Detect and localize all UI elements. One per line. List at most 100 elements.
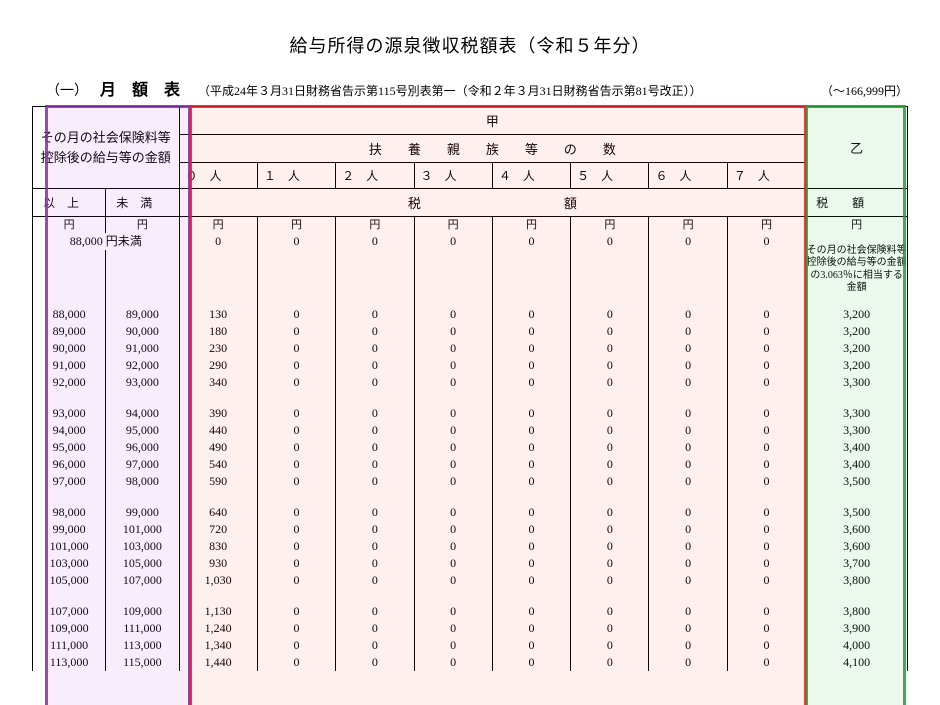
cell: 0 bbox=[257, 422, 335, 439]
cell: 0 bbox=[649, 473, 727, 490]
cell: 0 bbox=[336, 572, 414, 589]
cell: 0 bbox=[257, 538, 335, 555]
unit-yen: 円 bbox=[727, 217, 805, 234]
cell: 0 bbox=[571, 456, 649, 473]
cell: 0 bbox=[336, 603, 414, 620]
head-range: その月の社会保険料等控除後の給与等の金額 bbox=[33, 107, 180, 189]
cell: 1,440 bbox=[179, 654, 257, 671]
cell: 0 bbox=[727, 340, 805, 357]
cell: 0 bbox=[727, 405, 805, 422]
cell: 0 bbox=[336, 538, 414, 555]
cell: 590 bbox=[179, 473, 257, 490]
cell: 3,200 bbox=[806, 357, 908, 374]
table-row: 107,000109,0001,13000000003,800 bbox=[33, 603, 908, 620]
cell: 97,000 bbox=[33, 473, 106, 490]
cell: 0 bbox=[336, 654, 414, 671]
cell: 0 bbox=[649, 603, 727, 620]
cell: 107,000 bbox=[106, 572, 179, 589]
table-row: 92,00093,00034000000003,300 bbox=[33, 374, 908, 391]
section-number: （一） bbox=[46, 80, 88, 100]
cell: 0 bbox=[414, 323, 492, 340]
cell: 103,000 bbox=[33, 555, 106, 572]
head-people-1: １ 人 bbox=[257, 163, 335, 189]
table-row: 97,00098,00059000000003,500 bbox=[33, 473, 908, 490]
cell: 0 bbox=[649, 572, 727, 589]
head-otsu: 乙 bbox=[806, 107, 908, 189]
cell: 3,700 bbox=[806, 555, 908, 572]
cell: 0 bbox=[571, 620, 649, 637]
cell: 0 bbox=[257, 374, 335, 391]
cell: 0 bbox=[649, 439, 727, 456]
table-row: 88,00089,00013000000003,200 bbox=[33, 306, 908, 323]
cell: 0 bbox=[336, 521, 414, 538]
cell: 0 bbox=[492, 538, 570, 555]
cell: 3,200 bbox=[806, 340, 908, 357]
cell: 0 bbox=[571, 555, 649, 572]
cell: 0 bbox=[649, 555, 727, 572]
cell: 0 bbox=[257, 340, 335, 357]
cell: 0 bbox=[336, 340, 414, 357]
cell: 0 bbox=[336, 439, 414, 456]
cell: 0 bbox=[492, 637, 570, 654]
unit-yen: 円 bbox=[492, 217, 570, 234]
cell: 0 bbox=[257, 555, 335, 572]
cell: 0 bbox=[336, 357, 414, 374]
head-people-0: ０ 人 bbox=[179, 163, 257, 189]
cell: 0 bbox=[257, 504, 335, 521]
cell: 0 bbox=[727, 473, 805, 490]
cell: 95,000 bbox=[106, 422, 179, 439]
table-row: 113,000115,0001,44000000004,100 bbox=[33, 654, 908, 671]
unit-yen: 円 bbox=[179, 217, 257, 234]
cell: 0 bbox=[492, 521, 570, 538]
cell: 230 bbox=[179, 340, 257, 357]
cell: 0 bbox=[492, 654, 570, 671]
unit-yen: 円 bbox=[649, 217, 727, 234]
cell: 0 bbox=[336, 637, 414, 654]
table-row: 105,000107,0001,03000000003,800 bbox=[33, 572, 908, 589]
cell: 0 bbox=[492, 340, 570, 357]
unit-yen: 円 bbox=[571, 217, 649, 234]
head-people-7: ７ 人 bbox=[727, 163, 805, 189]
cell: 0 bbox=[257, 521, 335, 538]
cell: 0 bbox=[336, 233, 414, 250]
cell: 0 bbox=[257, 572, 335, 589]
cell: 4,000 bbox=[806, 637, 908, 654]
head-people-5: ５ 人 bbox=[571, 163, 649, 189]
cell: 0 bbox=[571, 340, 649, 357]
cell: 0 bbox=[336, 306, 414, 323]
cell: 0 bbox=[336, 323, 414, 340]
otsu-note: その月の社会保険料等控除後の給与等の金額の3.063％に相当する金額 bbox=[806, 233, 908, 306]
cell: 0 bbox=[727, 357, 805, 374]
cell: 0 bbox=[571, 521, 649, 538]
spacer bbox=[33, 391, 908, 405]
table-row: 95,00096,00049000000003,400 bbox=[33, 439, 908, 456]
cell: 0 bbox=[492, 456, 570, 473]
cell: 540 bbox=[179, 456, 257, 473]
cell: 0 bbox=[727, 572, 805, 589]
cell: 0 bbox=[414, 357, 492, 374]
cell: 0 bbox=[492, 306, 570, 323]
cell: 0 bbox=[257, 620, 335, 637]
cell: 0 bbox=[414, 521, 492, 538]
table-type: 月 額 表 bbox=[100, 76, 186, 100]
cell: 0 bbox=[257, 357, 335, 374]
cell: 3,300 bbox=[806, 422, 908, 439]
cell: 0 bbox=[571, 473, 649, 490]
cell: 0 bbox=[571, 538, 649, 555]
cell: 490 bbox=[179, 439, 257, 456]
unit-yen: 円 bbox=[414, 217, 492, 234]
cell: 3,200 bbox=[806, 323, 908, 340]
cell: 0 bbox=[336, 555, 414, 572]
cell: 0 bbox=[492, 233, 570, 250]
unit-yen: 円 bbox=[33, 217, 106, 234]
subtitle-row: （一） 月 額 表 （平成24年３月31日財務省告示第115号別表第一（令和２年… bbox=[32, 76, 908, 100]
cell: 0 bbox=[727, 603, 805, 620]
cell: 930 bbox=[179, 555, 257, 572]
cell: 0 bbox=[414, 456, 492, 473]
cell: 0 bbox=[727, 538, 805, 555]
cell: 0 bbox=[649, 357, 727, 374]
cell: 0 bbox=[492, 374, 570, 391]
cell: 0 bbox=[492, 422, 570, 439]
table-row: 111,000113,0001,34000000004,000 bbox=[33, 637, 908, 654]
cell: 0 bbox=[571, 603, 649, 620]
